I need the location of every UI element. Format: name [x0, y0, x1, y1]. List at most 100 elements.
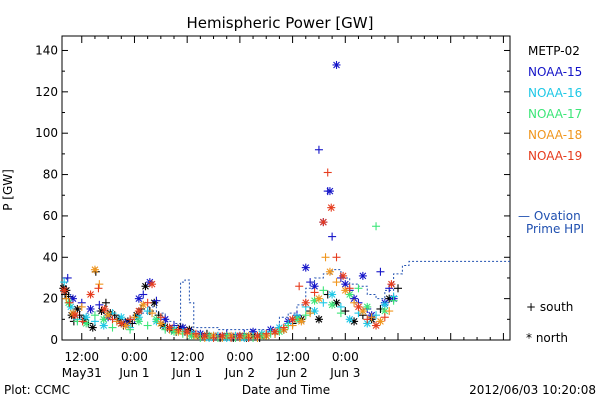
point-noaa-17-south: [90, 311, 99, 320]
y-tick-label: 40: [43, 250, 58, 264]
y-tick-label: 120: [35, 85, 58, 99]
point-noaa-19-north: [354, 302, 363, 311]
point-noaa-19-south: [143, 298, 152, 307]
point-noaa-15-south: [95, 300, 104, 309]
x-tick-date-label: Jun 2: [224, 366, 255, 380]
y-tick-label: 60: [43, 209, 58, 223]
point-metp-02-north: [88, 323, 97, 332]
point-noaa-15-north: [161, 315, 170, 324]
point-noaa-18-north: [325, 267, 334, 276]
point-noaa-17-south: [389, 296, 398, 305]
point-noaa-18-south: [62, 294, 71, 303]
point-noaa-15-south: [63, 273, 72, 282]
point-noaa-15-north: [358, 271, 367, 280]
point-noaa-17-south: [126, 325, 135, 334]
point-noaa-19-south: [78, 317, 87, 326]
point-noaa-18-south: [350, 298, 359, 307]
point-noaa-18-south: [367, 313, 376, 322]
point-noaa-17-north: [134, 317, 143, 326]
point-noaa-19-north: [327, 203, 336, 212]
point-noaa-16-north: [328, 290, 337, 299]
plot-frame: [61, 35, 511, 341]
legend-item-noaa-15: NOAA-15: [528, 65, 582, 79]
x-tick-date-label: May31: [62, 366, 102, 380]
point-noaa-16-north: [363, 319, 372, 328]
point-noaa-19-south: [191, 329, 200, 338]
point-noaa-19-north: [86, 290, 95, 299]
point-noaa-19-north: [387, 280, 396, 289]
point-noaa-15-north: [325, 187, 334, 196]
y-tick-label: 0: [50, 333, 58, 347]
ovation-label-line2: Prime HPI: [526, 222, 584, 236]
point-noaa-15-north: [134, 294, 143, 303]
point-noaa-17-north: [328, 300, 337, 309]
point-noaa-19-south: [244, 333, 253, 342]
point-noaa-17-south: [372, 222, 381, 231]
point-noaa-16-south: [143, 307, 152, 316]
x-axis: 12:00 May31 0:00 Jun 1 12:00 Jun 1 0:00 Jun 2 12…: [62, 36, 504, 380]
point-noaa-19-north: [200, 331, 209, 340]
point-noaa-19-south: [108, 315, 117, 324]
point-noaa-19-north: [134, 307, 143, 316]
symbol-north-label: * north: [526, 331, 568, 345]
point-noaa-19-south: [310, 288, 319, 297]
point-noaa-19-south: [126, 315, 135, 324]
point-noaa-19-south: [65, 298, 74, 307]
point-noaa-18-south: [95, 280, 104, 289]
point-noaa-19-north: [253, 331, 262, 340]
point-metp-02-south: [394, 284, 402, 293]
point-noaa-19-north: [183, 327, 192, 336]
point-noaa-19-north: [218, 331, 227, 340]
x-tick-label: 12:00: [170, 350, 205, 364]
footer-plot-credit: Plot: CCMC: [4, 383, 70, 397]
point-noaa-18-north: [156, 319, 165, 328]
point-noaa-15-north: [301, 263, 310, 272]
x-tick-date-label: Jun 2: [276, 366, 307, 380]
point-noaa-19-north: [288, 315, 297, 324]
point-noaa-19-north: [60, 286, 69, 295]
ovation-step-path: [62, 260, 510, 331]
footer-timestamp: 2012/06/03 10:20:08: [469, 383, 596, 397]
legend-item-metp-02: METP-02: [528, 44, 580, 58]
point-noaa-19-south: [156, 313, 165, 322]
point-noaa-19-north: [235, 331, 244, 340]
legend-item-noaa-19: NOAA-19: [528, 149, 582, 163]
point-noaa-18-south: [385, 307, 394, 316]
point-noaa-18-north: [314, 294, 323, 303]
point-noaa-16-north: [345, 315, 354, 324]
x-tick-label: 0:00: [121, 350, 148, 364]
x-tick-date-label: Jun 3: [329, 366, 360, 380]
point-noaa-19-south: [332, 253, 341, 262]
point-noaa-18-south: [332, 278, 341, 287]
point-metp-02-north: [314, 315, 323, 324]
point-noaa-19-north: [271, 327, 280, 336]
point-noaa-19-south: [323, 168, 332, 177]
point-noaa-15-south: [139, 290, 148, 299]
point-noaa-17-south: [143, 321, 152, 330]
point-noaa-18-north: [297, 317, 306, 326]
point-noaa-19-north: [100, 304, 109, 313]
chart-title: Hemispheric Power [GW]: [187, 14, 374, 32]
x-tick-label: 12:00: [64, 350, 99, 364]
point-noaa-17-south: [336, 309, 345, 318]
point-noaa-17-south: [108, 323, 117, 332]
point-noaa-17-south: [354, 284, 363, 293]
x-tick-label: 12:00: [275, 350, 310, 364]
point-noaa-18-south: [148, 309, 157, 318]
ovation-label-line1: — Ovation: [518, 209, 581, 223]
point-noaa-19-south: [174, 325, 183, 334]
legend-item-noaa-16: NOAA-16: [528, 86, 582, 100]
point-noaa-15-south: [314, 145, 323, 154]
point-noaa-15-north: [332, 60, 341, 69]
x-tick-label: 0:00: [226, 350, 253, 364]
y-tick-label: 100: [35, 126, 58, 140]
point-noaa-18-south: [306, 309, 315, 318]
point-noaa-19-south: [295, 282, 304, 291]
point-noaa-18-north: [341, 286, 350, 295]
point-metp-02-south: [341, 307, 350, 316]
point-noaa-18-south: [321, 253, 330, 262]
point-noaa-15-south: [328, 232, 337, 241]
point-noaa-15-north: [86, 304, 95, 313]
y-tick-label: 140: [35, 43, 58, 57]
point-noaa-18-north: [139, 300, 148, 309]
